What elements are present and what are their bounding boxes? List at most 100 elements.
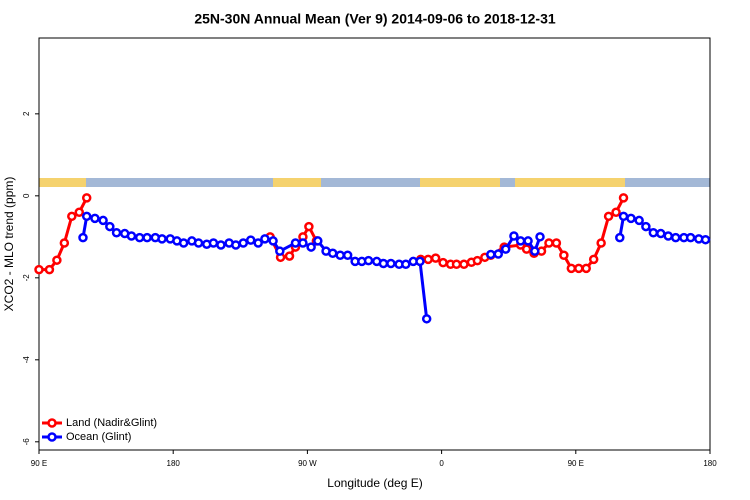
series-point (618, 211, 629, 222)
series-point (260, 234, 270, 244)
series-point (81, 193, 92, 203)
y-tick-label: -6 (22, 438, 31, 446)
series-point (634, 215, 644, 226)
series-point (486, 249, 496, 260)
series-point (304, 221, 314, 232)
y-tick-label: -4 (22, 356, 31, 364)
series-point (126, 231, 137, 241)
series-point (500, 244, 511, 254)
x-tick-label: 90 E (568, 459, 584, 468)
series-point (588, 254, 599, 265)
series-point (363, 255, 374, 266)
series-point (421, 314, 432, 324)
series-line (81, 214, 706, 319)
series-point (111, 227, 122, 238)
series-point (626, 213, 636, 224)
x-tick-label: 90 E (31, 459, 47, 468)
series-point (44, 264, 55, 275)
series-point (313, 236, 323, 246)
series-point (551, 238, 562, 248)
legend-marker (47, 432, 57, 442)
y-tick-label: 0 (22, 193, 31, 198)
series-point (401, 259, 411, 270)
series-point (335, 250, 345, 261)
series-point (615, 232, 625, 243)
series-point (700, 234, 711, 245)
series-point (521, 244, 532, 254)
series-point (98, 215, 108, 226)
series-point (216, 240, 226, 250)
series-point (611, 207, 621, 217)
series-point (566, 263, 577, 274)
series-point (663, 231, 673, 241)
series-point (245, 235, 256, 245)
legend-label: Land (Nadir&Glint) (66, 417, 157, 429)
series-point (515, 236, 526, 246)
series-point (142, 232, 152, 243)
plot-frame (38, 37, 711, 451)
series-point (523, 236, 533, 246)
series-point (284, 251, 295, 261)
series-point (74, 207, 85, 217)
series-point (438, 257, 448, 268)
series-point (641, 221, 651, 232)
series-point (81, 211, 92, 222)
series-point (253, 238, 263, 248)
series-point (415, 256, 425, 267)
series-point (67, 211, 77, 222)
series-point (59, 238, 70, 248)
series-point (581, 263, 591, 274)
series-point (685, 232, 696, 243)
series-point (509, 231, 519, 241)
series-point (231, 240, 241, 250)
series-point (90, 213, 100, 224)
series-point (52, 255, 62, 265)
series-point (386, 258, 396, 269)
land-mask (39, 178, 710, 187)
series-point (430, 253, 441, 263)
series-point (78, 232, 88, 243)
series-point (535, 232, 545, 242)
series-point (459, 259, 469, 270)
legend-marker (47, 418, 57, 428)
series-point (574, 263, 584, 274)
series-point (342, 250, 353, 261)
series-point (544, 238, 554, 248)
x-tick-label: 0 (439, 459, 444, 468)
series-point (327, 248, 338, 258)
series-point (618, 193, 629, 203)
series-point (34, 264, 44, 275)
series-point (275, 246, 285, 256)
series-point (178, 238, 189, 248)
x-axis-label: Longitude (deg E) (327, 476, 422, 490)
series-point (648, 227, 659, 238)
y-axis-label: XCO2 - MLO trend (ppm) (2, 177, 16, 312)
x-tick-label: 90 W (298, 459, 317, 468)
chart-title: 25N-30N Annual Mean (Ver 9) 2014-09-06 t… (194, 11, 556, 27)
legend-label: Ocean (Glint) (66, 431, 131, 443)
series-point (105, 221, 115, 232)
series-point (238, 238, 249, 248)
series-point (493, 249, 504, 259)
y-tick-label: -2 (22, 274, 31, 282)
series-point (306, 242, 316, 252)
series-point (378, 258, 389, 269)
series-point (603, 211, 614, 222)
x-tick-label: 180 (703, 459, 717, 468)
series-point (670, 232, 681, 243)
series-point (596, 238, 606, 248)
series-point (530, 246, 540, 256)
series-point (208, 238, 219, 248)
series-point (134, 232, 145, 243)
series-point (157, 234, 167, 244)
series-point (193, 238, 204, 248)
series-point (423, 254, 433, 265)
series-point (451, 259, 462, 270)
series-point (656, 228, 666, 239)
series-point (298, 238, 308, 248)
x-tick-label: 180 (167, 459, 181, 468)
series-point (472, 255, 483, 266)
y-tick-label: 2 (22, 111, 31, 116)
series-point (290, 238, 301, 248)
